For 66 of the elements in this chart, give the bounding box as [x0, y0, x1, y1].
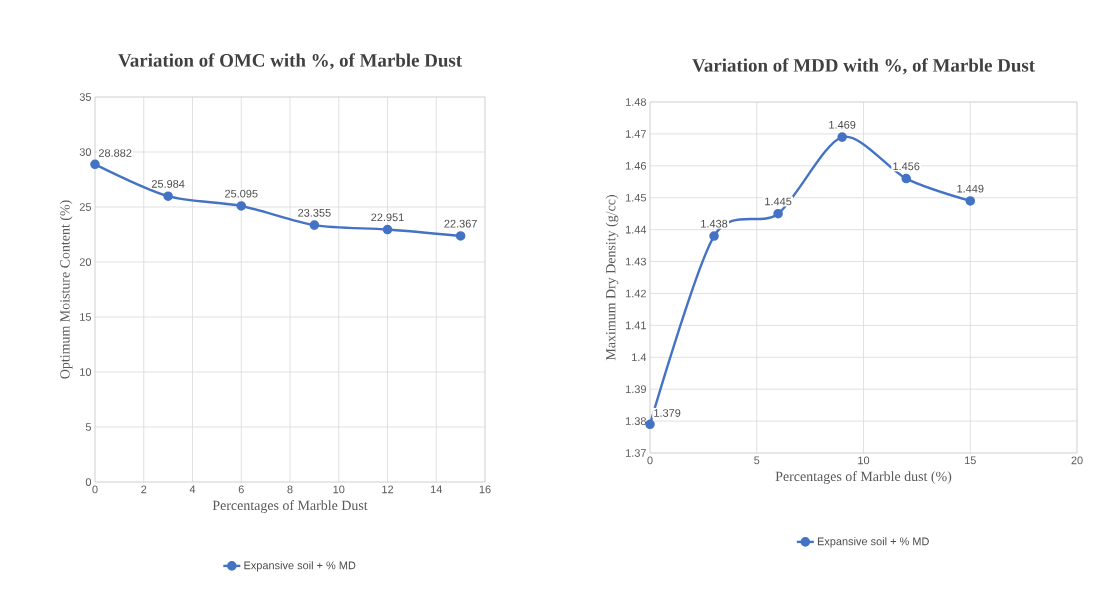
x-axis-title: Percentages of Marble Dust [212, 500, 368, 513]
x-tick-label: 2 [141, 485, 147, 494]
point [309, 220, 320, 230]
y-axis-title: Optimum Moisture Content (%) [59, 200, 73, 379]
data-label: 1.469 [829, 120, 856, 129]
point [965, 196, 976, 206]
y-tick-label: 15 [80, 313, 92, 321]
x-tick-label: 4 [189, 485, 196, 494]
y-tick-label: 35 [79, 93, 92, 101]
legend-label: Expansive soil + % MD [817, 537, 929, 548]
x-tick-label: 14 [430, 485, 443, 494]
y-tick-label: 1.47 [625, 130, 646, 138]
x-tick-label: 8 [287, 485, 293, 494]
y-tick-label: 1.41 [625, 321, 646, 330]
y-tick-label: 25 [79, 203, 92, 211]
chart-title: Variation of MDD with %, of Marble Dust [692, 58, 1035, 75]
data-label: 25.984 [151, 180, 185, 188]
point [382, 224, 393, 235]
data-label: 1.445 [765, 197, 792, 206]
y-tick-label: 1.37 [625, 449, 646, 457]
y-tick-label: 1.42 [625, 289, 646, 298]
y-tick-label: 5 [85, 423, 92, 431]
data-label: 28.882 [98, 149, 132, 157]
x-tick-label: 12 [382, 485, 394, 494]
x-tick-label: 6 [238, 485, 244, 494]
x-tick-label: 10 [333, 485, 345, 494]
x-tick-label: 0 [92, 485, 98, 494]
point [837, 132, 847, 142]
y-tick-label: 30 [79, 148, 92, 156]
point [645, 419, 655, 430]
data-label: 1.438 [701, 219, 728, 228]
x-tick-label: 0 [647, 456, 653, 465]
x-tick-label: 15 [965, 456, 976, 465]
data-label: 22.951 [371, 213, 404, 222]
data-label: 23.355 [298, 208, 331, 217]
x-axis-title: Percentages of Marble dust (%) [775, 471, 952, 484]
data-label: 1.456 [893, 162, 920, 171]
x-tick-label: 20 [1071, 456, 1083, 465]
y-tick-label: 1.44 [625, 225, 647, 234]
chart-title: Variation of OMC with %, of Marble Dust [118, 53, 463, 70]
point [90, 159, 100, 170]
data-label: 25.095 [225, 189, 258, 198]
point [901, 173, 911, 184]
point [709, 231, 719, 241]
x-tick-label: 5 [754, 456, 760, 465]
y-tick-label: 1.46 [625, 161, 646, 170]
data-label: 1.379 [654, 409, 681, 417]
x-tick-label: 16 [479, 485, 491, 494]
data-label: 1.449 [957, 184, 984, 193]
y-tick-label: 0 [85, 478, 92, 486]
point [773, 208, 783, 219]
point [163, 191, 173, 201]
y-tick-label: 1.48 [625, 98, 646, 106]
x-tick-label: 10 [858, 456, 870, 465]
point [236, 201, 247, 211]
y-tick-label: 1.43 [625, 257, 646, 266]
y-tick-label: 10 [80, 368, 92, 376]
y-axis-title: Maximum Dry Density (g/cc) [605, 195, 619, 361]
data-label: 22.367 [444, 219, 477, 228]
point [455, 231, 466, 241]
y-tick-label: 1.45 [625, 193, 647, 202]
y-tick-label: 1.38 [625, 417, 646, 425]
legend-label: Expansive soil + % MD [244, 561, 356, 572]
y-tick-label: 1.39 [625, 385, 646, 394]
y-tick-label: 20 [79, 258, 92, 266]
y-tick-label: 1.4 [632, 353, 647, 362]
